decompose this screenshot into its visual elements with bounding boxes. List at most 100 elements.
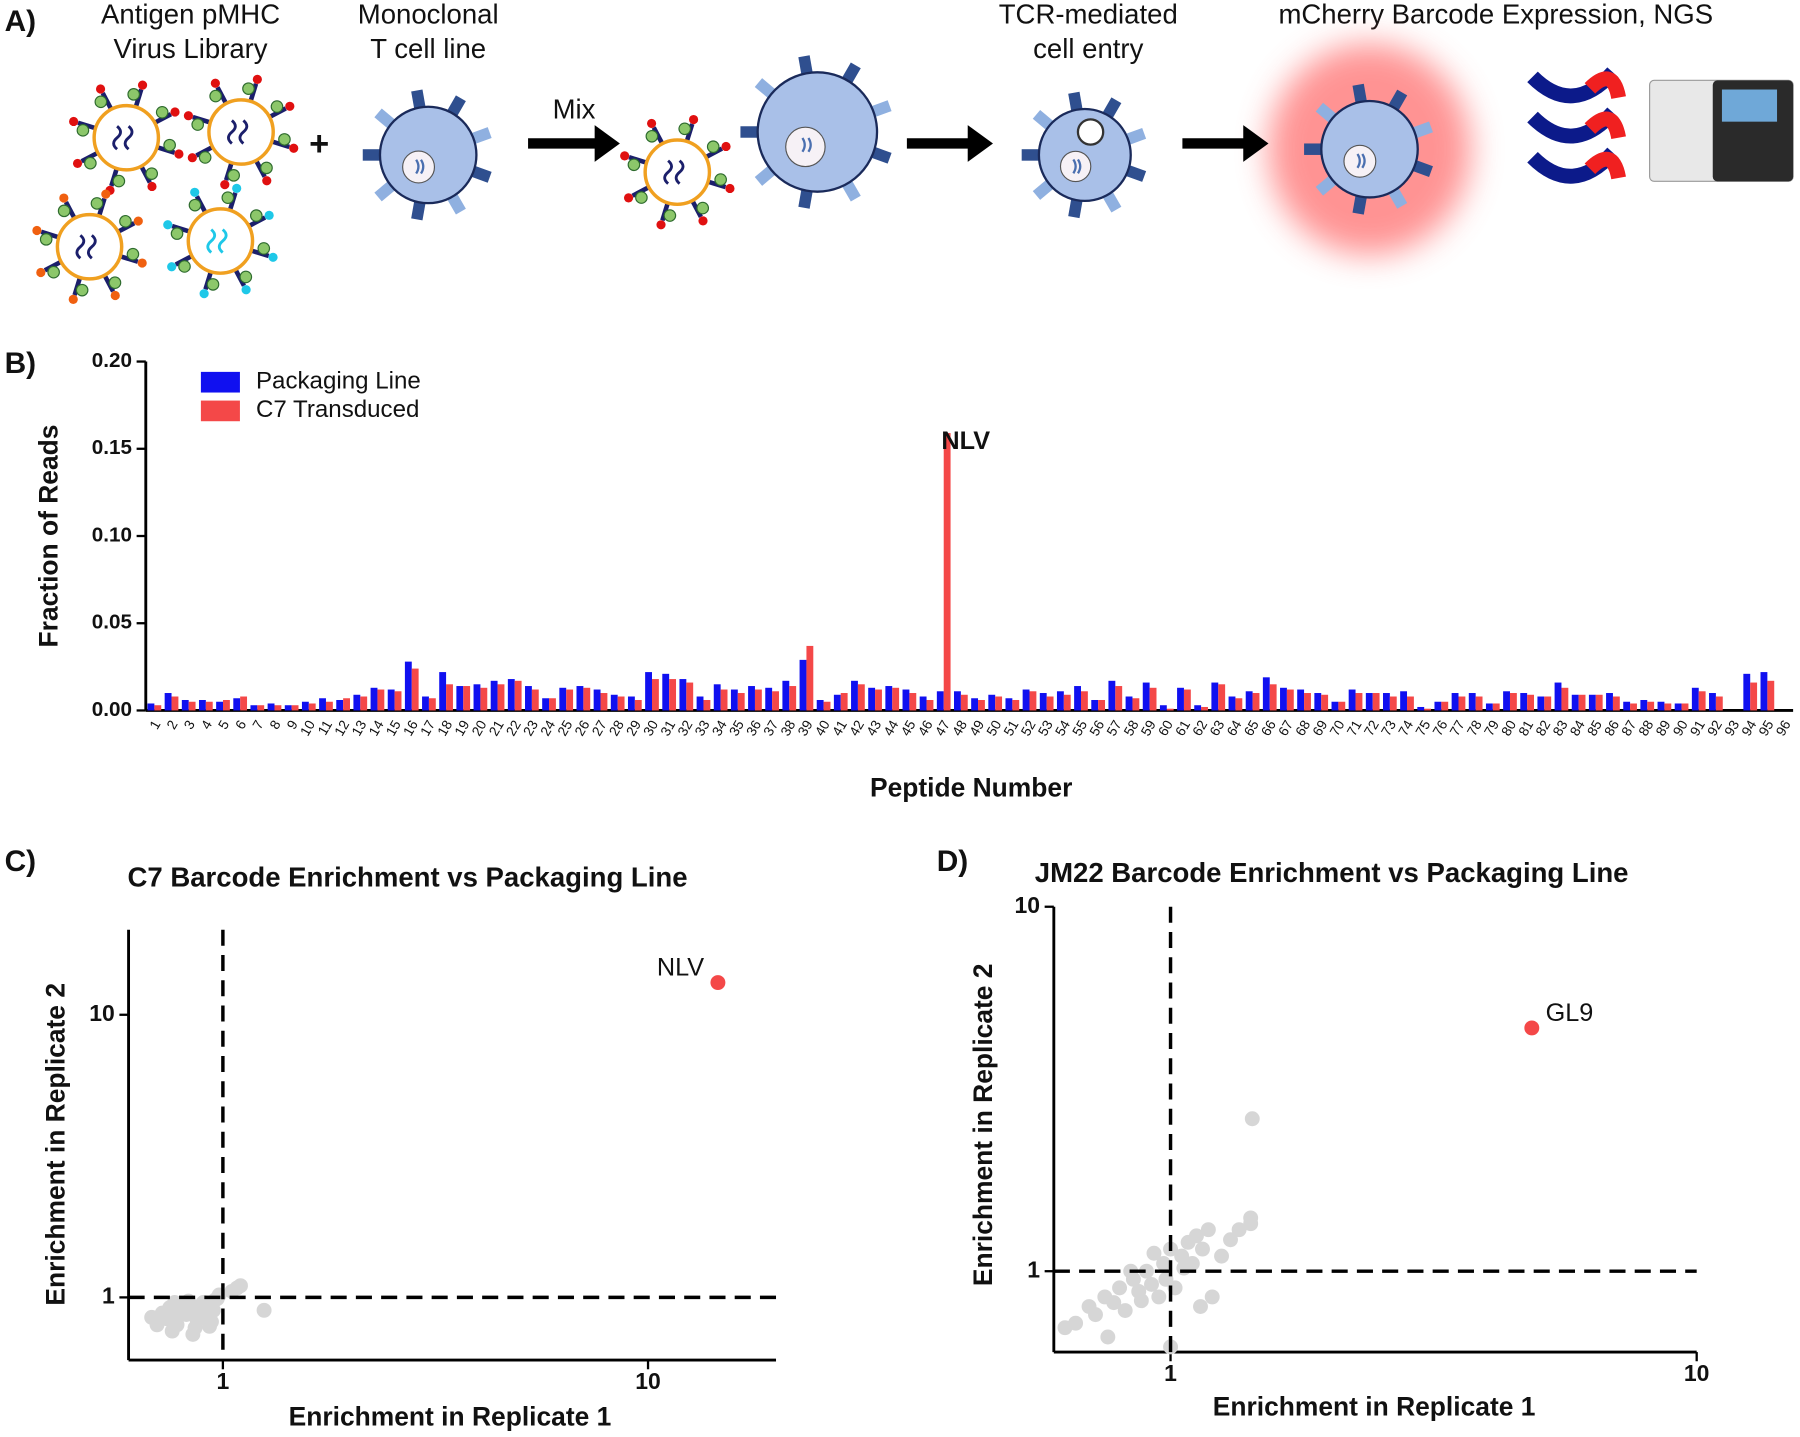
peptide xyxy=(199,289,209,299)
bar xyxy=(164,693,172,711)
bar xyxy=(1760,672,1768,711)
y-tick-label: 10 xyxy=(89,1000,115,1026)
bar xyxy=(971,698,979,711)
point xyxy=(1088,1307,1103,1323)
t-cell xyxy=(1304,83,1433,215)
peptide xyxy=(289,143,299,153)
barcode xyxy=(415,159,425,175)
bar xyxy=(394,691,402,711)
bar xyxy=(1503,691,1510,711)
bar xyxy=(875,689,882,711)
bar xyxy=(1657,701,1665,711)
barcode xyxy=(1356,153,1366,169)
bar xyxy=(1588,694,1596,711)
bar xyxy=(1211,682,1219,711)
peptide xyxy=(72,158,83,169)
bar xyxy=(995,696,1003,711)
virus-genome xyxy=(75,234,97,260)
x-tick-label: 96 xyxy=(1773,717,1794,738)
x-tick-label: 62 xyxy=(1190,718,1211,739)
y-tick-label: 0.20 xyxy=(92,349,132,372)
point-label: NLV xyxy=(657,953,704,981)
bar xyxy=(353,694,361,711)
bar xyxy=(1400,691,1408,711)
bar xyxy=(954,691,961,711)
pmhc-b2m xyxy=(39,233,53,246)
bar xyxy=(1355,693,1363,711)
t-cell xyxy=(362,89,492,221)
pmhc-b2m xyxy=(714,173,727,186)
bar xyxy=(679,679,687,711)
peptide xyxy=(232,183,242,193)
bar xyxy=(1348,689,1356,711)
bar xyxy=(1382,693,1390,711)
point xyxy=(1176,1260,1192,1276)
x-tick-label: 42 xyxy=(846,718,867,739)
bar xyxy=(1544,696,1552,711)
peptide xyxy=(210,78,220,88)
bar xyxy=(926,699,934,711)
x-tick-label: 54 xyxy=(1052,717,1073,738)
bar xyxy=(233,698,241,711)
bar xyxy=(1314,693,1322,711)
bar xyxy=(669,679,677,711)
bar xyxy=(1434,701,1442,711)
bar xyxy=(549,698,556,711)
bar xyxy=(154,705,162,711)
bar xyxy=(291,705,299,711)
bar xyxy=(1571,694,1579,711)
pmhc-b2m xyxy=(242,82,255,95)
virus-envelope xyxy=(55,212,124,281)
bar xyxy=(343,698,350,711)
point xyxy=(1174,1248,1190,1264)
bar xyxy=(1389,696,1397,711)
x-tick-label: 87 xyxy=(1619,718,1640,739)
point xyxy=(1214,1248,1229,1264)
tcr xyxy=(1021,149,1043,161)
bar xyxy=(1578,694,1586,711)
bar xyxy=(404,661,412,711)
virus xyxy=(32,189,147,304)
peptide xyxy=(110,290,120,301)
bar xyxy=(542,698,550,711)
bar xyxy=(1554,682,1562,711)
point-label: GL9 xyxy=(1546,999,1594,1027)
point xyxy=(710,975,726,991)
point xyxy=(1243,1210,1259,1226)
bar xyxy=(610,694,618,711)
arrow-head xyxy=(594,125,620,162)
bar xyxy=(1365,693,1373,711)
x-tick-label: 7 xyxy=(250,718,267,732)
bar xyxy=(1468,693,1476,711)
bar xyxy=(857,684,865,711)
bar xyxy=(662,673,670,711)
bar xyxy=(782,680,790,711)
bar xyxy=(772,691,779,711)
point xyxy=(1193,1299,1208,1314)
barcode-tag xyxy=(1584,111,1626,140)
bar xyxy=(274,705,282,711)
bar xyxy=(377,689,385,711)
bar xyxy=(634,699,642,711)
bar xyxy=(1166,708,1174,711)
bar xyxy=(1218,684,1226,711)
bar xyxy=(559,687,567,711)
bar xyxy=(439,672,447,711)
pmhc-b2m xyxy=(191,118,205,131)
x-tick-label: 61 xyxy=(1172,718,1193,739)
y-axis-title: Fraction of Reads xyxy=(33,425,63,648)
x-tick-label: 3 xyxy=(181,717,198,731)
bar xyxy=(651,679,659,711)
bar xyxy=(1046,696,1054,711)
x-tick-label: 51 xyxy=(1001,718,1022,739)
pmhc-b2m xyxy=(112,174,126,188)
bar xyxy=(1424,708,1432,711)
bar xyxy=(713,684,721,711)
bar xyxy=(1331,701,1339,711)
bar xyxy=(730,689,738,711)
bar xyxy=(216,701,224,711)
x-tick-label: 8 xyxy=(267,717,284,731)
x-tick-label: 47 xyxy=(932,718,953,739)
virus-genome xyxy=(112,125,134,151)
